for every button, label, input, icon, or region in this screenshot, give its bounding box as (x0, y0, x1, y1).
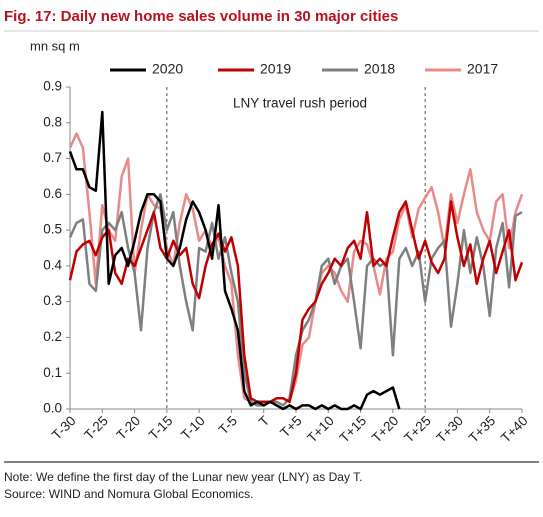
x-tick-label: T+5 (277, 413, 304, 440)
legend-label: 2018 (364, 61, 395, 77)
y-tick-label: 0.4 (43, 257, 62, 272)
y-tick-label: 0.0 (43, 401, 62, 416)
y-tick-label: 0.5 (43, 222, 62, 237)
note: Note: We define the first day of the Lun… (4, 470, 362, 484)
x-tick-label: T-30 (49, 413, 79, 443)
y-tick-label: 0.7 (43, 150, 62, 165)
legend-label: 2017 (467, 61, 498, 77)
x-tick-label: T-25 (81, 413, 111, 443)
x-tick-label: T+40 (498, 413, 531, 446)
chart-title: Fig. 17: Daily new home sales volume in … (4, 8, 398, 25)
x-tick-label: T+35 (466, 413, 499, 446)
source: Source: WIND and Nomura Global Economics… (4, 487, 253, 501)
x-tick-label: T+30 (433, 413, 466, 446)
x-tick-label: T-15 (146, 413, 176, 443)
x-tick-label: T+25 (401, 413, 434, 446)
series-line (68, 200, 524, 404)
legend-label: 2020 (152, 61, 183, 77)
x-tick-label: T+10 (304, 413, 337, 446)
x-tick-label: T-10 (178, 413, 208, 443)
legend-label: 2019 (260, 61, 291, 77)
series-line (68, 110, 401, 411)
y-tick-label: 0.8 (43, 114, 62, 129)
y-tick-label: 0.6 (43, 186, 62, 201)
x-tick-label: T+15 (337, 413, 370, 446)
x-tick-label: T-5 (216, 413, 240, 437)
x-tick-label: T (256, 413, 272, 429)
y-tick-label: 0.1 (43, 365, 62, 380)
y-tick-label: 0.2 (43, 329, 62, 344)
y-axis-label: mn sq m (30, 38, 80, 53)
x-tick-label: T-20 (114, 413, 144, 443)
series-line (68, 193, 523, 407)
annotation: LNY travel rush period (233, 96, 367, 111)
x-tick-label: T+20 (369, 413, 402, 446)
y-tick-label: 0.3 (43, 293, 62, 308)
y-tick-label: 0.9 (43, 79, 62, 94)
